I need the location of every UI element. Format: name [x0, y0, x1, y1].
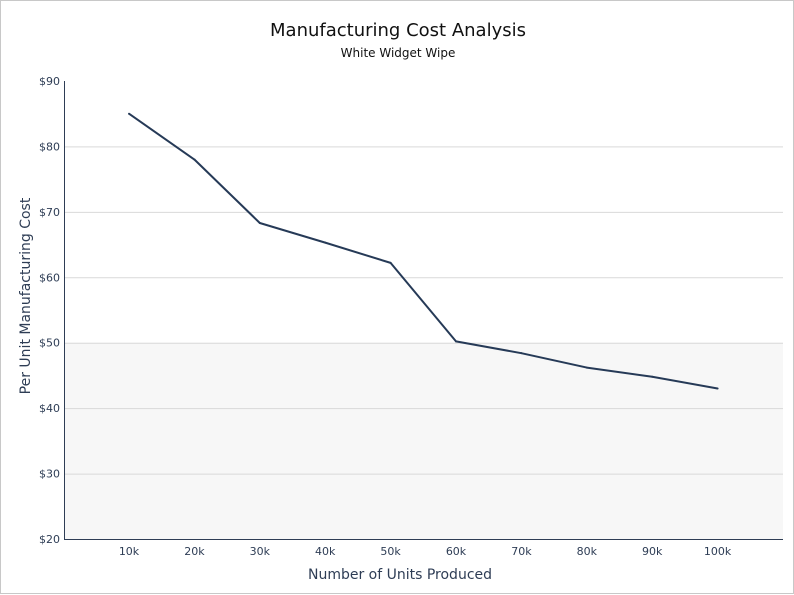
- y-tick-label: $30: [39, 468, 60, 481]
- y-tick-label: $80: [39, 140, 60, 153]
- data-point: [128, 112, 130, 115]
- chart-title: Manufacturing Cost Analysis: [270, 20, 526, 41]
- data-point: [389, 261, 392, 264]
- x-tick-label: 30k: [250, 545, 271, 558]
- x-tick-label: 10k: [119, 545, 140, 558]
- x-tick-label: 40k: [315, 545, 336, 558]
- x-tick-label: 60k: [446, 545, 467, 558]
- x-tick-label: 20k: [184, 545, 205, 558]
- plot-background-band: [64, 342, 783, 539]
- y-tick-label: $90: [39, 75, 60, 88]
- data-point: [585, 366, 588, 369]
- chart-subtitle: White Widget Wipe: [341, 46, 456, 60]
- y-tick-label: $60: [39, 271, 60, 284]
- series-layer: [128, 112, 719, 390]
- data-point: [651, 375, 654, 378]
- x-tick-labels: 10k 20k 30k 40k 50k 60k 70k 80k 90k 100k: [119, 545, 732, 558]
- x-tick-label: 50k: [380, 545, 401, 558]
- data-point: [455, 340, 457, 343]
- y-axis-title: Per Unit Manufacturing Cost: [18, 197, 34, 394]
- x-tick-label: 100k: [704, 545, 732, 558]
- data-point: [520, 352, 523, 355]
- x-axis-title: Number of Units Produced: [308, 567, 492, 583]
- y-tick-label: $20: [39, 533, 60, 546]
- x-tick-label: 70k: [511, 545, 532, 558]
- axes: [64, 81, 783, 540]
- y-tick-label: $70: [39, 206, 60, 219]
- data-point: [193, 158, 196, 161]
- gridlines: [64, 146, 783, 475]
- y-tick-label: $40: [39, 402, 60, 415]
- y-tick-labels: $90 $80 $70 $60 $50 $40 $30 $20: [39, 75, 60, 546]
- series-line: [128, 112, 718, 390]
- data-point: [258, 221, 261, 224]
- x-tick-label: 80k: [577, 545, 598, 558]
- data-point: [324, 241, 327, 244]
- x-tick-label: 90k: [642, 545, 663, 558]
- data-point: [716, 387, 719, 390]
- y-tick-label: $50: [39, 337, 60, 350]
